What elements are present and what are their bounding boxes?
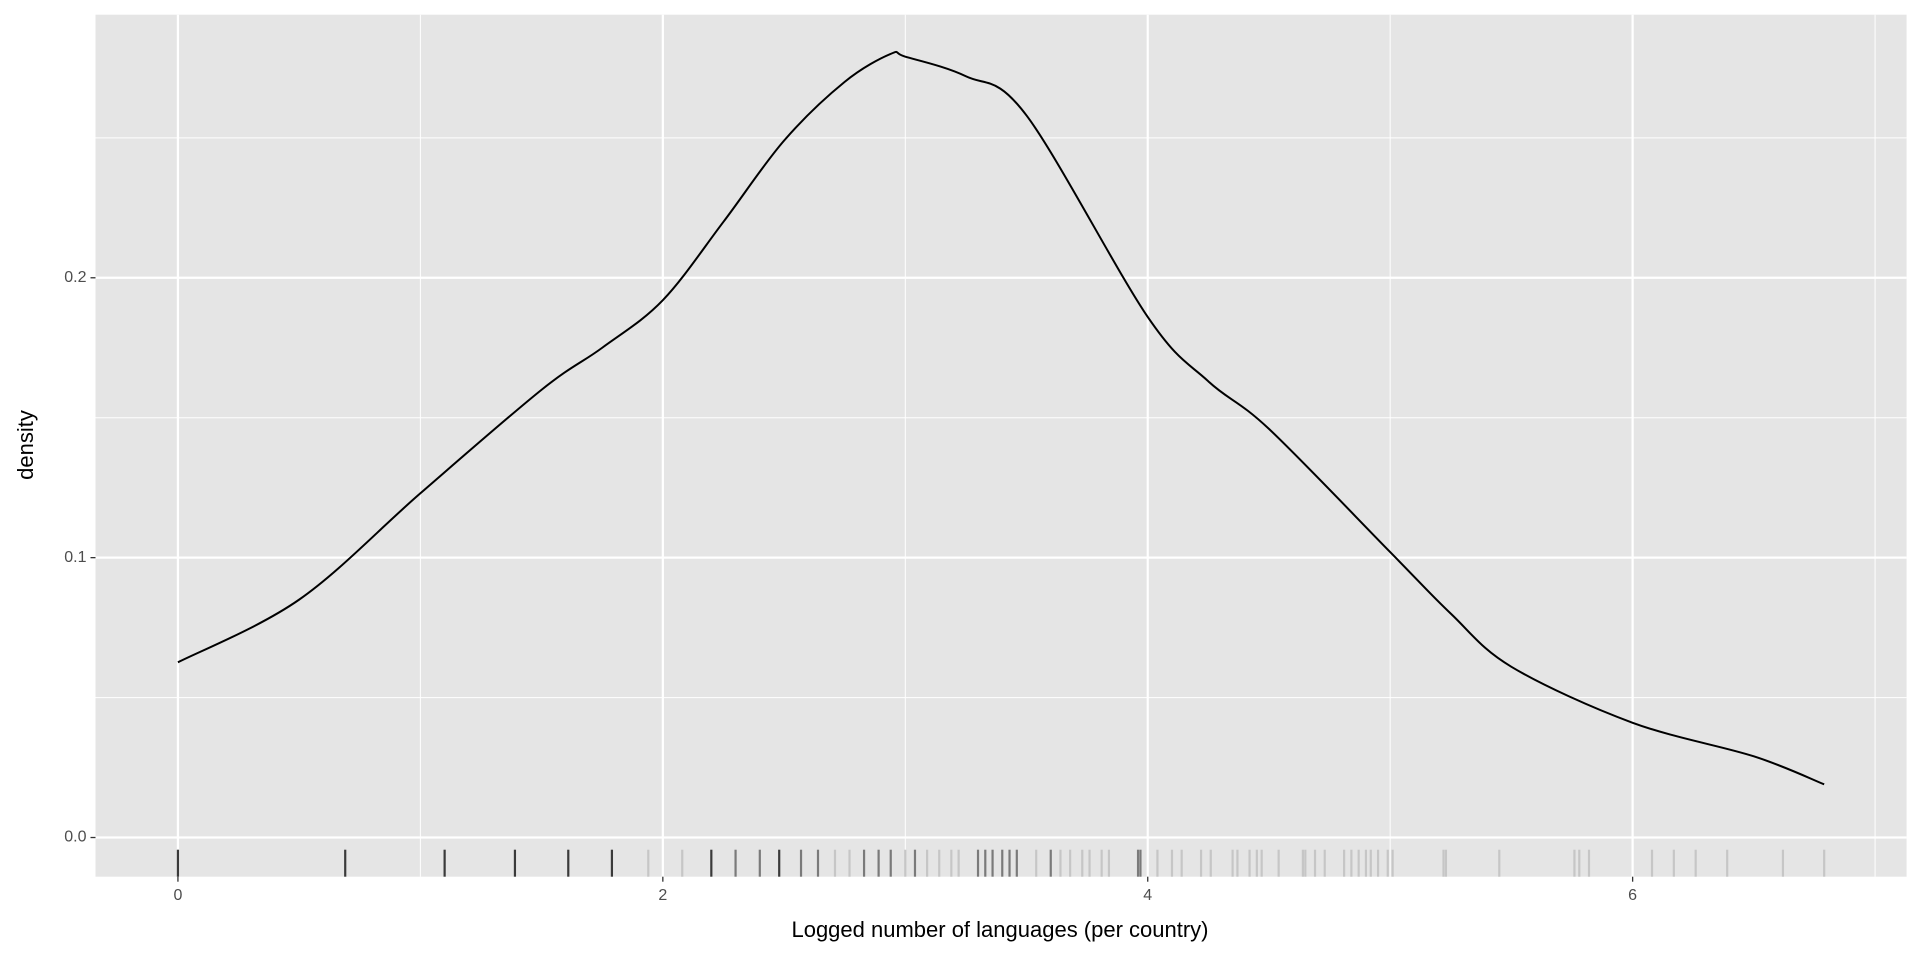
x-tick-label: 0 xyxy=(173,887,182,904)
x-tick-label: 2 xyxy=(658,887,667,904)
y-axis-title: density xyxy=(13,410,38,480)
y-tick-label: 0.0 xyxy=(64,829,86,846)
x-tick-label: 4 xyxy=(1143,887,1152,904)
y-tick-label: 0.1 xyxy=(64,549,86,566)
density-line xyxy=(177,50,1825,786)
y-tick-label: 0.2 xyxy=(64,269,86,286)
x-tick-label: 6 xyxy=(1628,887,1637,904)
panel xyxy=(95,14,1907,877)
x-axis-title: Logged number of languages (per country) xyxy=(791,917,1208,942)
